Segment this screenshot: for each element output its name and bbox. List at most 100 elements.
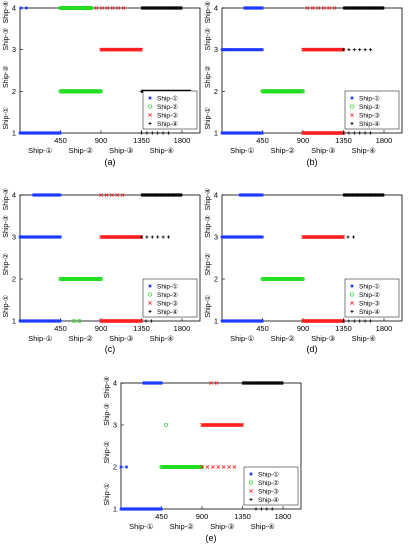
data-point-ship <box>161 235 165 239</box>
data-point-ship <box>58 131 62 135</box>
x-category-label: Ship-② <box>69 146 94 155</box>
data-point-ship <box>281 381 285 385</box>
data-point-ship <box>120 193 125 197</box>
data-point-ship <box>180 193 184 197</box>
y-side-label: Ship-④ <box>204 188 212 211</box>
x-tick-label: 1350 <box>234 512 251 521</box>
x-category-label: Ship-① <box>28 146 53 155</box>
legend-marker <box>350 284 354 288</box>
panel-label: (b) <box>307 157 318 167</box>
data-point-ship <box>239 423 244 427</box>
x-tick-label: 1350 <box>133 324 150 333</box>
data-point-ship <box>199 464 204 470</box>
y-tick-label: 3 <box>12 45 16 54</box>
x-category-label: Ship-④ <box>251 522 276 531</box>
data-point-ship <box>232 465 237 469</box>
data-point-ship <box>352 131 356 135</box>
legend-marker <box>249 472 253 476</box>
legend-marker <box>147 292 153 297</box>
x-tick-label: 900 <box>196 512 209 521</box>
y-side-label: Ship-④ <box>103 376 111 399</box>
x-tick-label: 450 <box>155 512 168 521</box>
data-point-ship <box>358 131 362 135</box>
y-tick-label: 1 <box>214 317 218 326</box>
legend-label: Ship-① <box>157 282 178 290</box>
legend-label: Ship-④ <box>157 308 178 316</box>
x-tick-label: 1800 <box>376 324 393 333</box>
data-point-ship <box>363 131 367 135</box>
legend-label: Ship-① <box>157 94 178 102</box>
data-point-ship <box>166 131 171 135</box>
legend-label: Ship-① <box>258 470 279 478</box>
data-point-ship <box>159 381 164 385</box>
x-tick-label: 450 <box>54 136 67 145</box>
legend-marker <box>148 301 152 305</box>
data-point-ship <box>260 48 264 52</box>
y-tick-label: 1 <box>12 129 16 138</box>
legend-marker <box>249 489 253 493</box>
x-tick-label: 1800 <box>174 136 191 145</box>
legend-marker <box>148 121 152 126</box>
legend-box <box>344 90 400 130</box>
data-point-ship <box>124 465 128 469</box>
x-tick-label: 1800 <box>275 512 292 521</box>
data-point-ship <box>260 193 264 197</box>
data-point-ship <box>352 48 356 52</box>
data-point-ship <box>137 319 142 323</box>
y-tick-label: 1 <box>214 129 218 138</box>
legend-marker <box>350 121 354 126</box>
data-point-ship <box>216 465 221 469</box>
x-tick-label: 450 <box>54 324 67 333</box>
data-point-ship <box>363 48 367 52</box>
data-point-ship <box>139 47 144 52</box>
data-point-ship <box>238 423 243 427</box>
x-category-label: Ship-① <box>129 522 154 531</box>
legend-marker <box>350 96 354 100</box>
x-tick-label: 1350 <box>133 136 150 145</box>
legend-label: Ship-③ <box>157 299 178 307</box>
legend-label: Ship-② <box>359 103 380 111</box>
data-point-ship <box>311 6 315 10</box>
y-tick-label: 4 <box>12 4 16 13</box>
y-side-label: Ship-① <box>204 295 212 318</box>
data-point-ship <box>368 319 373 323</box>
x-category-label: Ship-③ <box>109 146 134 155</box>
data-point-ship <box>382 193 386 197</box>
data-point-ship <box>300 276 305 282</box>
data-point-ship <box>260 6 265 10</box>
data-point-ship <box>144 319 148 323</box>
data-point-ship <box>137 47 142 52</box>
x-category-label: Ship-② <box>271 334 296 343</box>
y-tick-label: 4 <box>12 191 16 200</box>
y-tick-label: 2 <box>12 87 16 96</box>
y-side-label: Ship-① <box>2 107 10 130</box>
data-point-ship <box>180 6 184 10</box>
x-tick-label: 900 <box>297 324 310 333</box>
data-point-ship <box>149 319 153 323</box>
y-tick-label: 3 <box>214 233 218 242</box>
x-tick-label: 900 <box>95 324 108 333</box>
data-point-ship <box>19 6 23 10</box>
data-point-ship <box>368 131 373 135</box>
legend-label: Ship-③ <box>359 299 380 307</box>
data-point-ship <box>260 319 264 323</box>
data-point-ship <box>139 235 144 239</box>
data-point-ship <box>254 507 258 511</box>
data-point-ship <box>150 235 154 239</box>
x-category-label: Ship-③ <box>311 146 336 155</box>
data-point-ship <box>240 423 245 427</box>
y-tick-label: 4 <box>214 4 218 13</box>
y-side-label: Ship-② <box>204 253 212 276</box>
data-point-ship <box>115 193 120 197</box>
y-tick-label: 1 <box>12 317 16 326</box>
data-point-ship <box>265 507 269 511</box>
data-point-ship <box>71 318 77 324</box>
x-category-label: Ship-③ <box>311 334 336 343</box>
y-side-label: Ship-② <box>2 253 10 276</box>
panel-label: (c) <box>105 344 116 354</box>
x-tick-label: 1800 <box>174 324 191 333</box>
y-tick-label: 2 <box>214 275 218 284</box>
